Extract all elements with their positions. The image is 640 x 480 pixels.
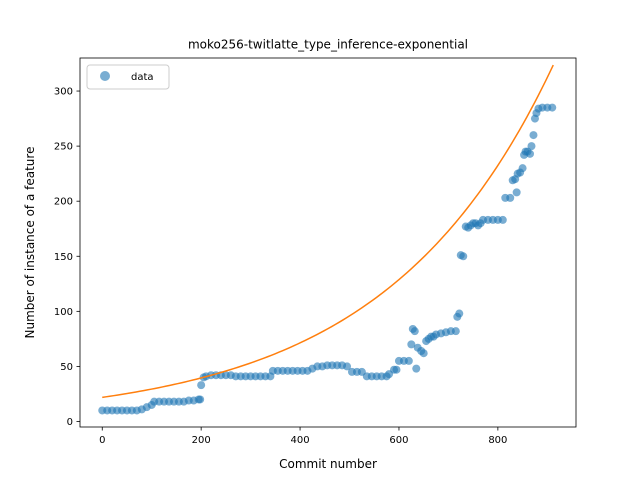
- y-axis-label: Number of instance of a feature: [23, 147, 37, 339]
- x-tick-label-0: 0: [99, 435, 105, 446]
- fit-line: [102, 64, 554, 399]
- data-point-107: [518, 164, 527, 173]
- plot-marks: [98, 64, 557, 415]
- data-point-113: [529, 131, 538, 140]
- y-tick-label-250: 250: [54, 142, 73, 153]
- data-point-104: [512, 188, 521, 197]
- data-point-119: [548, 103, 557, 112]
- y-tick-label-100: 100: [54, 307, 73, 318]
- legend-label-data: data: [131, 72, 154, 83]
- x-axis-label: Commit number: [279, 457, 377, 471]
- legend-box: [86, 64, 170, 90]
- data-point-53: [343, 362, 352, 371]
- data-point-101: [506, 193, 515, 202]
- x-tick-label-200: 200: [192, 435, 211, 446]
- data-point-67: [404, 356, 413, 365]
- x-tick-label-400: 400: [291, 435, 310, 446]
- x-tick-label-800: 800: [488, 435, 507, 446]
- data-point-111: [526, 149, 535, 158]
- legend-marker-data: [100, 71, 110, 81]
- data-point-112: [527, 142, 536, 151]
- y-tick-label-200: 200: [54, 197, 73, 208]
- data-point-68: [407, 340, 416, 349]
- y-tick-label-300: 300: [54, 87, 73, 98]
- data-point-71: [412, 364, 421, 373]
- y-tick-label-50: 50: [60, 362, 73, 373]
- data-point-99: [498, 215, 507, 224]
- data-point-74: [419, 349, 428, 358]
- data-point-70: [410, 327, 419, 336]
- axis-ticks: 0 200 400 600 800 0 50 100 150 200 250 300: [54, 87, 508, 446]
- axes-frame: [79, 57, 577, 428]
- y-tick-label-150: 150: [54, 252, 73, 263]
- data-point-83: [451, 327, 460, 336]
- data-point-64: [392, 365, 401, 374]
- y-tick-label-0: 0: [67, 417, 73, 428]
- data-point-87: [459, 252, 468, 261]
- chart-title: moko256-twitlatte_type_inference-exponen…: [188, 38, 468, 52]
- legend: data: [86, 64, 170, 90]
- data-point-21: [196, 395, 205, 404]
- data-point-22: [197, 381, 206, 390]
- x-tick-label-600: 600: [389, 435, 408, 446]
- data-point-85: [455, 309, 464, 318]
